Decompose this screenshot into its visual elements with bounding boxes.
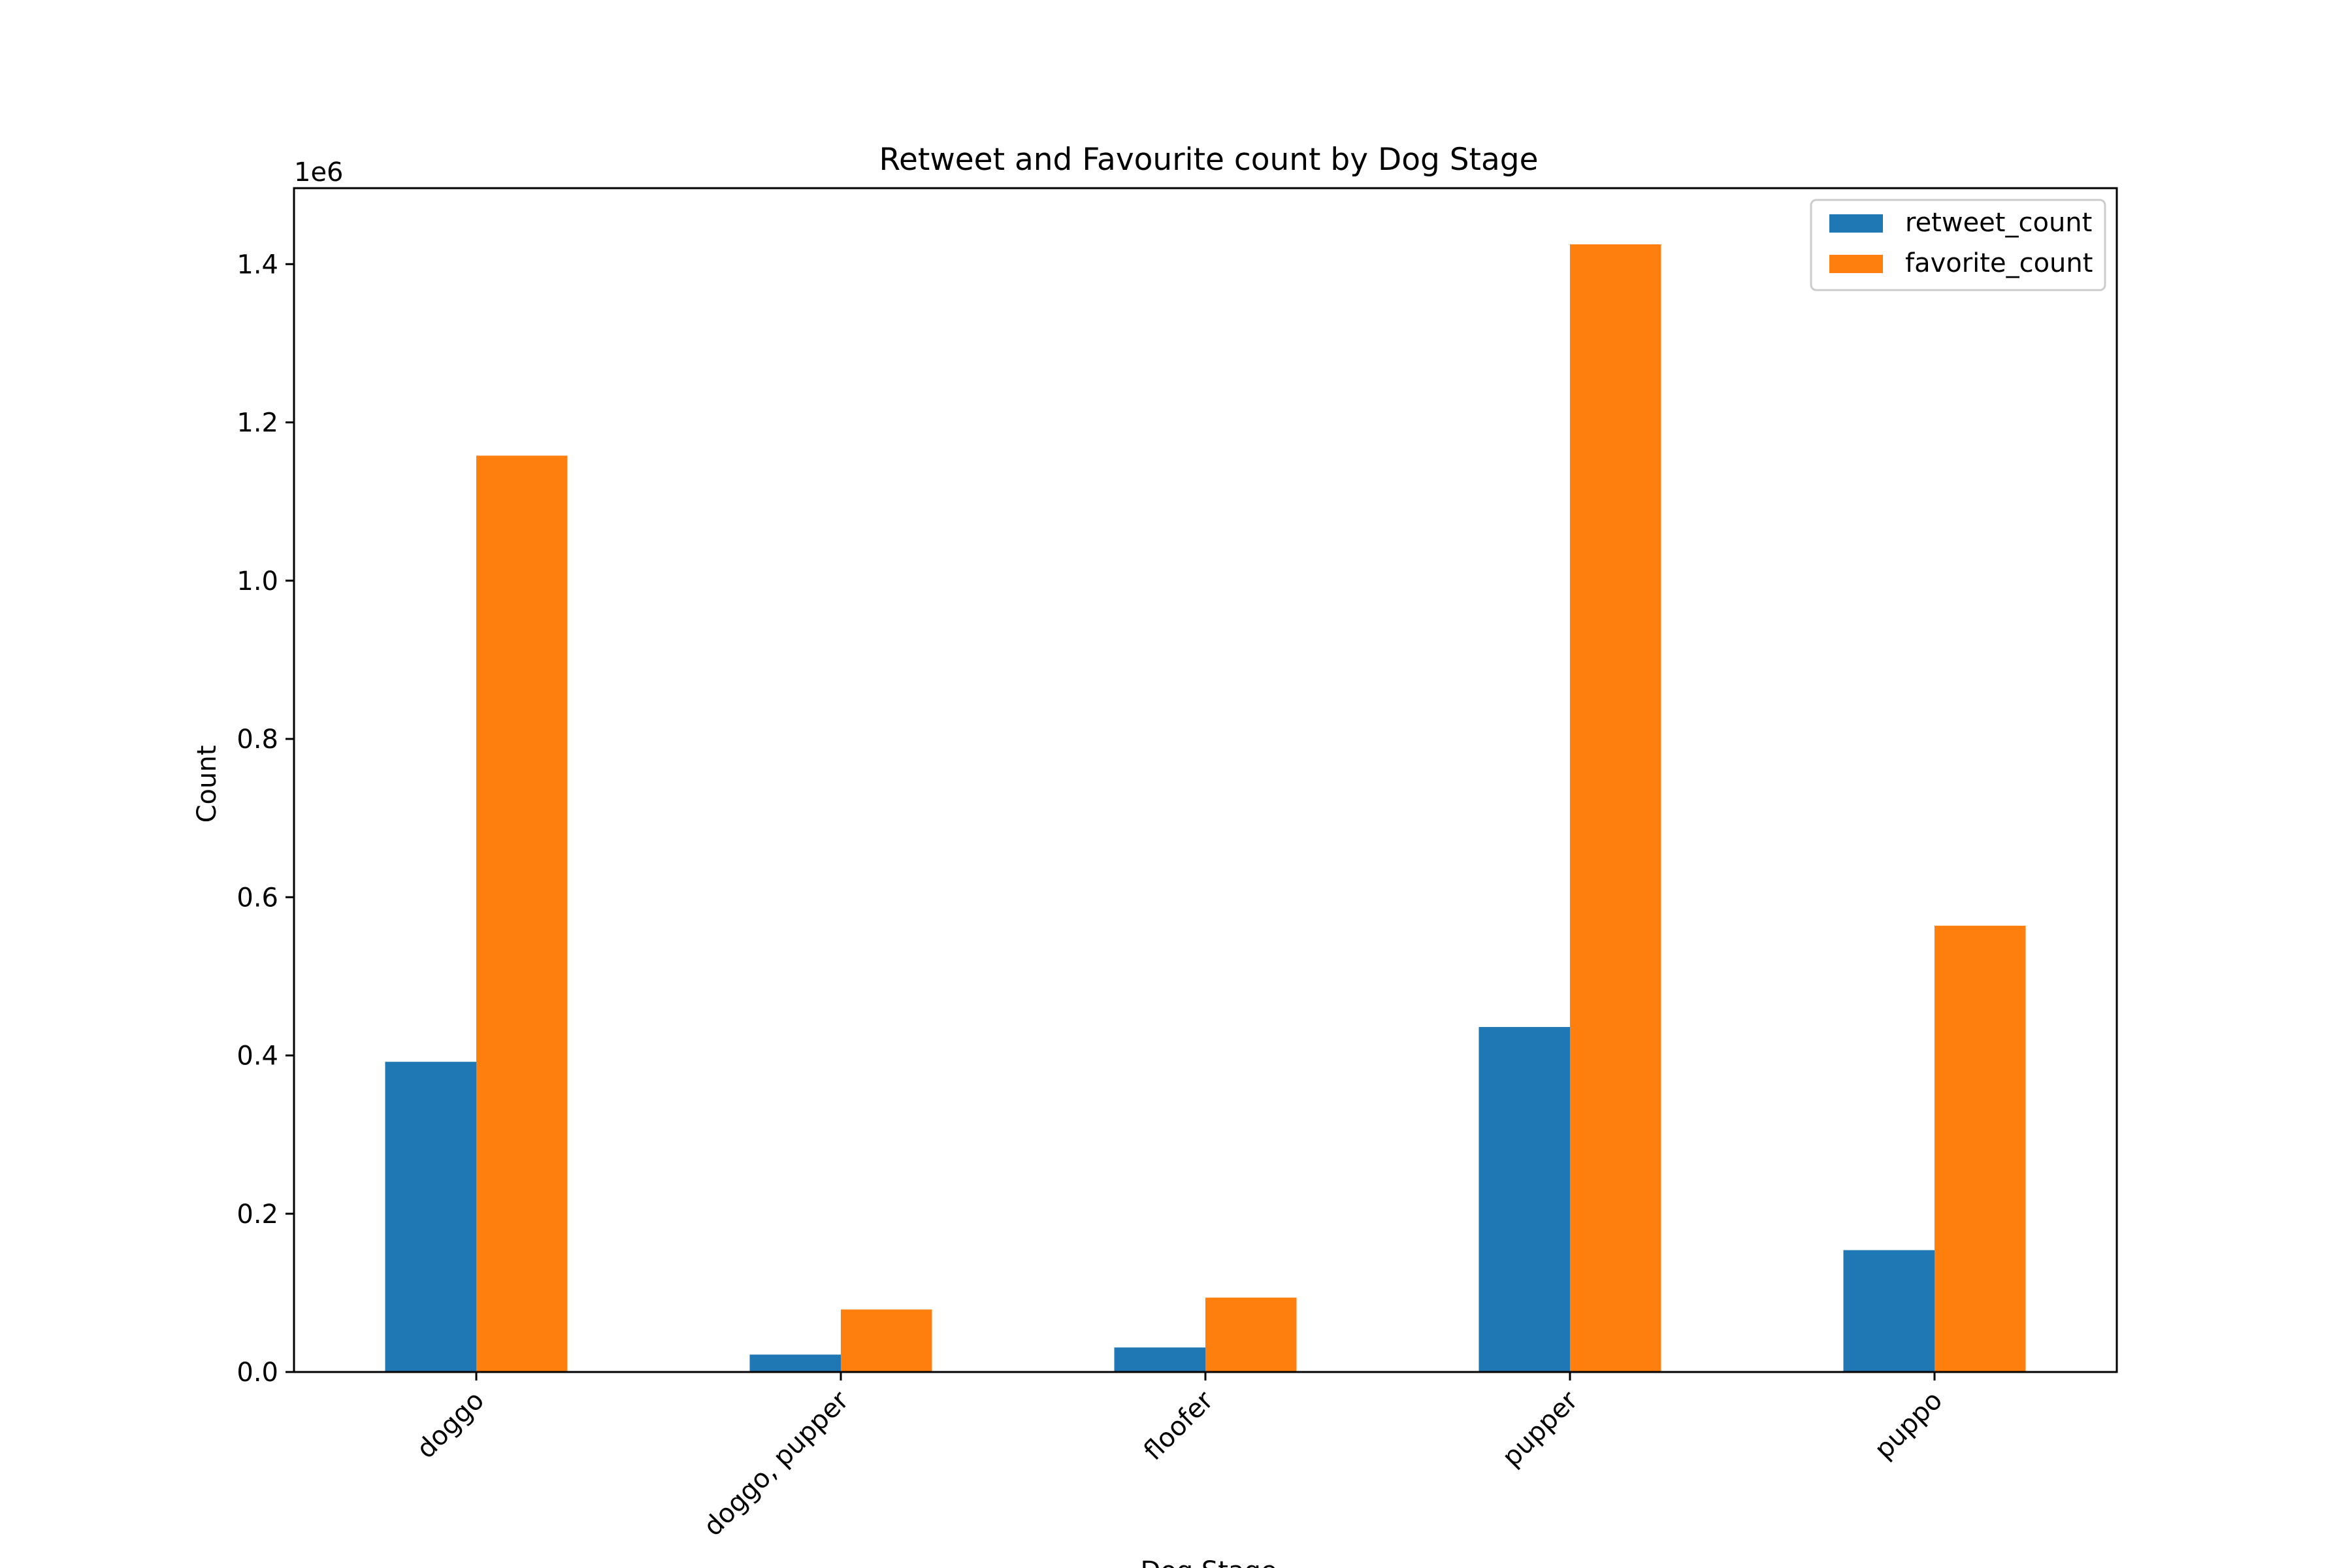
y-tick-label: 0.0	[237, 1358, 278, 1388]
plot-frame	[293, 187, 2118, 1373]
y-tick-label: 0.2	[237, 1200, 278, 1230]
y-axis-ticks: 0.0 0.2 0.4 0.6 0.8 1.0 1.2 1.4	[237, 250, 294, 1388]
bar-retweet_count-floofer	[1114, 1347, 1205, 1372]
y-tick-label: 0.4	[237, 1041, 278, 1071]
bar-group	[385, 244, 2026, 1372]
y-axis-label: Count	[192, 745, 222, 823]
bar-favorite_count-puppo	[1935, 925, 2026, 1372]
y-tick-label: 1.4	[237, 250, 278, 280]
bar-favorite_count-doggo-pupper	[841, 1309, 932, 1372]
bar-retweet_count-pupper	[1478, 1026, 1570, 1372]
y-tick-label: 1.0	[237, 566, 278, 596]
bar-favorite_count-floofer	[1205, 1298, 1297, 1372]
y-tick-label: 0.6	[237, 883, 278, 913]
legend-label-retweet_count: retweet_count	[1905, 208, 2092, 238]
bar-favorite_count-doggo	[476, 455, 568, 1372]
y-offset-label: 1e6	[294, 157, 344, 188]
bar-retweet_count-doggo	[385, 1062, 476, 1372]
bar-favorite_count-pupper	[1570, 244, 1661, 1372]
x-axis-label: Dog Stage	[1141, 1556, 1277, 1568]
y-tick-label: 0.8	[237, 725, 278, 755]
legend-label-favorite_count: favorite_count	[1905, 248, 2093, 278]
legend-frame	[1810, 199, 2106, 291]
bar-retweet_count-puppo	[1843, 1250, 1935, 1372]
chart-title: Retweet and Favourite count by Dog Stage	[879, 142, 1538, 178]
bar-retweet_count-doggo-pupper	[749, 1354, 841, 1372]
legend-swatch-favorite_count	[1829, 255, 1883, 273]
legend-swatch-retweet_count	[1829, 214, 1883, 233]
y-tick-label: 1.2	[237, 408, 278, 438]
legend: retweet_count favorite_count	[1810, 199, 2106, 291]
